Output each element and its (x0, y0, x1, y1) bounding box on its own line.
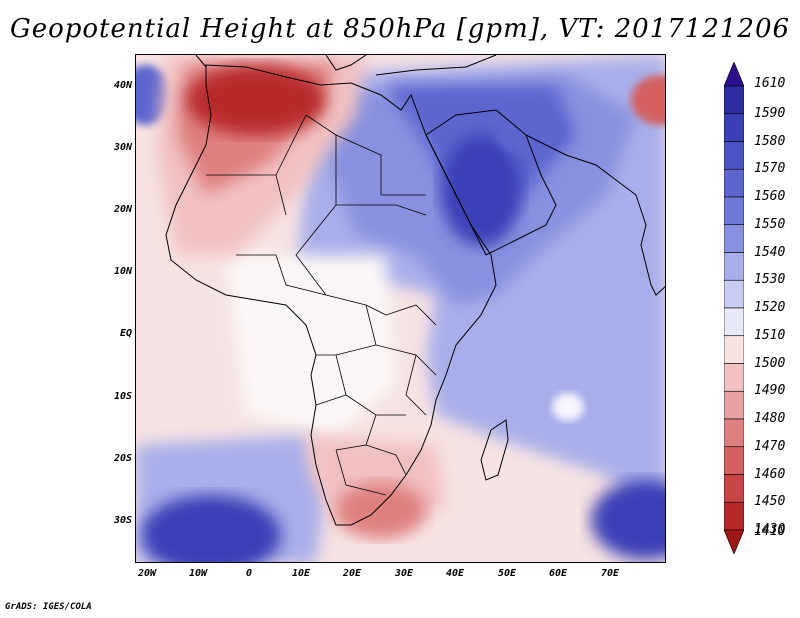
lon-tick-40e: 40E (445, 568, 465, 579)
colorbar-label: 1500 (754, 355, 786, 371)
map-field (136, 55, 665, 562)
lat-tick-20s: 20S (113, 453, 132, 464)
colorbar-arrow-bottom (724, 529, 744, 554)
colorbar-label: 1480 (754, 411, 786, 426)
colorbar-label: 1560 (754, 189, 786, 204)
colorbar-cell (724, 279, 744, 309)
field-low-south-africa (336, 482, 426, 538)
colorbar-cell (724, 85, 744, 115)
coastlines (165, 55, 665, 526)
colorbar-label: 1430 (754, 522, 786, 537)
asia-coastline (525, 134, 665, 296)
colorbar-label: 1610 (754, 76, 786, 91)
lat-tick-10n: 10N (113, 266, 132, 277)
colorbar-cell (724, 113, 744, 142)
field-high-iran (496, 105, 566, 155)
colorbar-label: 1460 (754, 466, 786, 482)
lon-tick-10e: 10E (291, 568, 311, 579)
colorbar-cell (724, 335, 744, 364)
colorbar-label: 1590 (754, 105, 786, 121)
colorbar-cell (724, 363, 744, 392)
lon-tick-50e: 50E (497, 568, 517, 579)
field-high-arabia (441, 135, 521, 245)
lat-tick-20n: 20N (113, 204, 132, 215)
colorbar-label: 1450 (754, 494, 786, 510)
chart-title: Geopotential Height at 850hPa [gpm], VT:… (9, 14, 791, 44)
lat-tick-30n: 30N (113, 142, 132, 153)
lat-tick-10s: 10S (113, 391, 132, 402)
lat-tick-40n: 40N (113, 80, 132, 91)
colorbar-cell (724, 307, 744, 337)
colorbar-label: 1540 (754, 244, 786, 260)
colorbar-label: 1570 (754, 161, 786, 177)
colorbar-label: 1490 (754, 383, 786, 399)
lon-tick-20w: 20W (137, 568, 157, 579)
colorbar-cell (724, 501, 744, 531)
europe-coastline (195, 55, 497, 76)
colorbar-cell (724, 390, 744, 420)
arabia-coastline (425, 109, 557, 256)
field-white-spot (552, 393, 584, 421)
colorbar-label: 1410 (754, 524, 786, 539)
colorbar-label: 1530 (754, 272, 786, 288)
colorbar-cell (724, 252, 744, 281)
field-low-morocco (186, 65, 326, 135)
colorbar-cell (724, 474, 744, 503)
lat-tick-30s: 30S (113, 515, 132, 526)
colorbar-arrow-top (724, 62, 744, 87)
colorbar (724, 62, 744, 554)
grads-credit: GrADS: IGES/COLA (5, 602, 92, 612)
field-high-indian-ocean (591, 480, 665, 560)
colorbar-label: 1470 (754, 438, 786, 454)
colorbar-label: 1580 (754, 133, 786, 149)
lon-tick-70e: 70E (600, 568, 620, 579)
madagascar-coastline (480, 419, 509, 481)
field-low-himalaya (631, 75, 665, 125)
lon-tick-0: 0 (245, 568, 253, 579)
lon-tick-30e: 30E (394, 568, 414, 579)
colorbar-cell (724, 224, 744, 253)
colorbar-cell (724, 418, 744, 448)
colorbar-label: 1510 (754, 327, 786, 343)
colorbar-label: 1520 (754, 300, 786, 315)
africa-coastline (165, 64, 497, 526)
lon-tick-20e: 20E (342, 568, 362, 579)
map-panel (135, 54, 666, 563)
lat-tick-eq: EQ (119, 328, 132, 339)
country-borders (206, 114, 437, 496)
field-high-south-atlantic (141, 495, 281, 562)
lon-tick-60e: 60E (548, 568, 568, 579)
colorbar-cell (724, 168, 744, 198)
field-white-west (226, 255, 396, 435)
colorbar-cell (724, 446, 744, 475)
colorbar-cell (724, 196, 744, 226)
colorbar-label: 1550 (754, 216, 786, 232)
colorbar-cell (724, 141, 744, 170)
lon-tick-10w: 10W (188, 568, 208, 579)
